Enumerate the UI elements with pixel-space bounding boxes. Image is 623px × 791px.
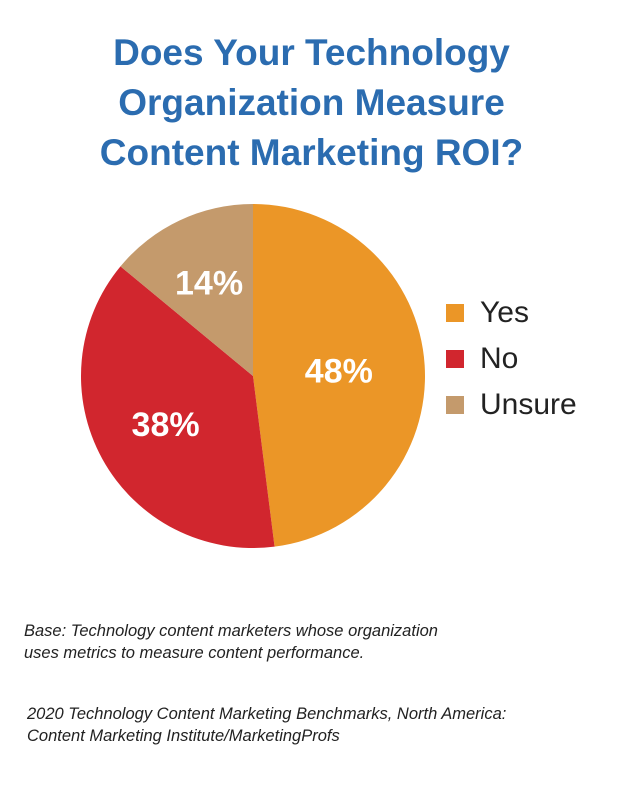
legend-item-unsure: Unsure [446,382,577,428]
base-note: Base: Technology content marketers whose… [24,620,438,664]
legend-swatch-yes [446,304,464,322]
legend-item-yes: Yes [446,290,577,336]
legend: Yes No Unsure [446,290,577,428]
pie-label-yes: 48% [305,353,373,391]
pie-label-no: 38% [132,406,200,444]
title-line-3: Content Marketing ROI? [99,132,524,173]
pie-slice-unsure [120,204,253,376]
source-line-1: 2020 Technology Content Marketing Benchm… [27,705,507,723]
chart-title: Does Your Technology Organization Measur… [0,28,623,178]
legend-item-no: No [446,336,577,382]
pie-slice-yes [253,204,425,547]
pie-slice-no [81,266,275,548]
legend-swatch-unsure [446,396,464,414]
legend-label-no: No [480,342,519,375]
title-line-1: Does Your Technology [113,32,510,73]
title-line-2: Organization Measure [118,82,505,123]
pie-label-unsure: 14% [175,265,243,303]
legend-label-unsure: Unsure [480,388,577,421]
base-note-line-1: Base: Technology content marketers whose… [24,622,438,640]
source-note: 2020 Technology Content Marketing Benchm… [27,703,506,747]
legend-swatch-no [446,350,464,368]
legend-label-yes: Yes [480,296,529,329]
base-note-line-2: uses metrics to measure content performa… [24,644,365,662]
source-line-2: Content Marketing Institute/MarketingPro… [27,727,340,745]
